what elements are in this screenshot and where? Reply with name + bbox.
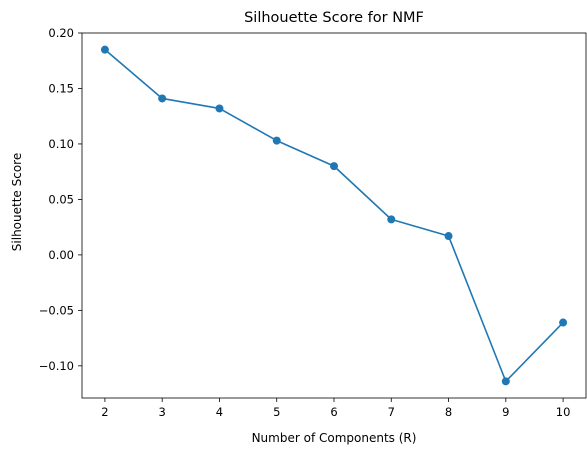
chart-title: Silhouette Score for NMF	[244, 10, 424, 26]
data-point	[330, 162, 338, 171]
data-point	[387, 215, 396, 224]
y-tick-label: 0.05	[48, 192, 74, 206]
data-point	[158, 94, 167, 103]
plot-area	[100, 45, 568, 386]
y-tick-label: 0.10	[48, 137, 74, 151]
data-point	[501, 377, 510, 386]
x-axis-label: Number of Components (R)	[252, 431, 417, 445]
x-tick-label: 9	[502, 405, 509, 419]
y-tick-label: −0.05	[39, 303, 74, 317]
x-tick-label: 10	[556, 405, 571, 419]
y-tick-label: −0.10	[39, 359, 74, 373]
data-point	[100, 45, 109, 54]
series-line	[104, 49, 564, 383]
x-tick-label: 6	[330, 405, 337, 419]
x-tick-label: 3	[159, 405, 166, 419]
y-tick-label: 0.20	[48, 26, 74, 40]
x-tick-label: 5	[273, 405, 280, 419]
y-tick-label: 0.15	[48, 81, 74, 95]
data-point	[215, 104, 224, 113]
plot-frame	[81, 32, 587, 399]
axes: 2 3 4 5 6 7 8 9 10 −0.10 −0.05 0.00 0.05 0.10 0.15 0.20	[39, 26, 587, 419]
data-point	[444, 232, 453, 241]
x-tick-label: 4	[216, 405, 223, 419]
data-point	[272, 136, 281, 145]
x-tick-label: 2	[101, 405, 108, 419]
y-tick-label: 0.00	[48, 248, 74, 262]
x-tick-label: 7	[388, 405, 395, 419]
x-tick-label: 8	[445, 405, 452, 419]
y-axis-label: Silhouette Score	[10, 153, 24, 251]
data-point	[559, 318, 568, 327]
